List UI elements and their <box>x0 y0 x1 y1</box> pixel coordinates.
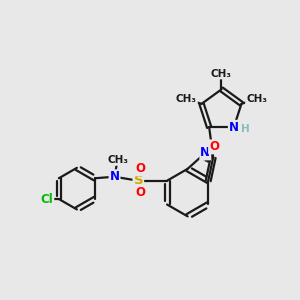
Text: N: N <box>200 146 210 159</box>
Text: CH₃: CH₃ <box>246 94 267 104</box>
Text: CH₃: CH₃ <box>107 155 128 165</box>
Text: CH₃: CH₃ <box>176 94 197 104</box>
Text: S: S <box>134 174 143 187</box>
Text: O: O <box>135 162 145 175</box>
Text: CH₃: CH₃ <box>211 68 232 79</box>
Text: H: H <box>241 124 250 134</box>
Text: O: O <box>209 140 219 153</box>
Text: Cl: Cl <box>40 193 53 206</box>
Text: O: O <box>135 186 145 199</box>
Text: N: N <box>229 121 239 134</box>
Text: N: N <box>110 170 119 183</box>
